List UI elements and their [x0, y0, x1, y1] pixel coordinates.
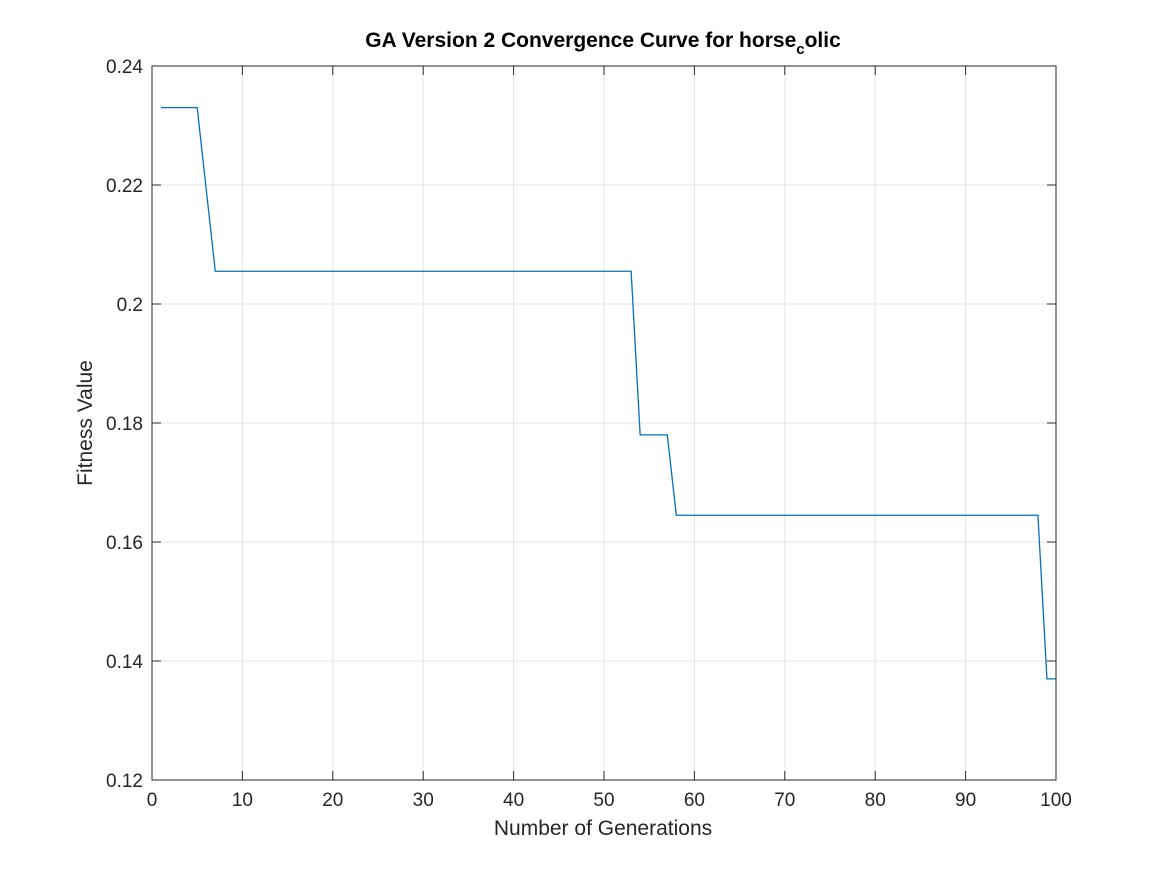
x-tick-label: 10	[232, 790, 253, 811]
y-tick-label: 0.14	[106, 652, 143, 673]
x-tick-label: 50	[593, 790, 614, 811]
x-tick-label: 30	[413, 790, 434, 811]
y-tick-label: 0.12	[106, 771, 143, 792]
chart-title-main: GA Version 2 Convergence Curve for horse	[365, 29, 796, 52]
y-tick-label: 0.16	[106, 533, 143, 554]
x-tick-label: 70	[774, 790, 795, 811]
y-tick-labels: 0.12 0.14 0.16 0.18 0.2 0.22 0.24	[106, 57, 143, 792]
y-tick-label: 0.24	[106, 57, 143, 78]
x-axis-label: Number of Generations	[494, 817, 712, 840]
x-tick-labels: 0 10 20 30 40 50 60 70 80 90 100	[147, 790, 1072, 811]
chart-title-suffix: olic	[805, 29, 841, 52]
x-tick-label: 40	[503, 790, 524, 811]
x-tick-label: 60	[684, 790, 705, 811]
y-tick-label: 0.2	[117, 295, 143, 316]
fitness-series-line	[161, 107, 1056, 680]
x-tick-label: 80	[865, 790, 886, 811]
x-tick-label: 100	[1040, 790, 1072, 811]
grid	[151, 65, 1057, 781]
chart-title: GA Version 2 Convergence Curve for horse…	[365, 29, 841, 58]
ticks	[151, 65, 1057, 781]
x-tick-label: 90	[955, 790, 976, 811]
x-tick-label: 0	[147, 790, 158, 811]
x-tick-label: 20	[322, 790, 343, 811]
y-tick-label: 0.22	[106, 176, 143, 197]
y-axis-label: Fitness Value	[74, 360, 97, 486]
plot-area	[161, 107, 1056, 680]
y-tick-label: 0.18	[106, 414, 143, 435]
chart-title-subscript: c	[796, 41, 804, 58]
